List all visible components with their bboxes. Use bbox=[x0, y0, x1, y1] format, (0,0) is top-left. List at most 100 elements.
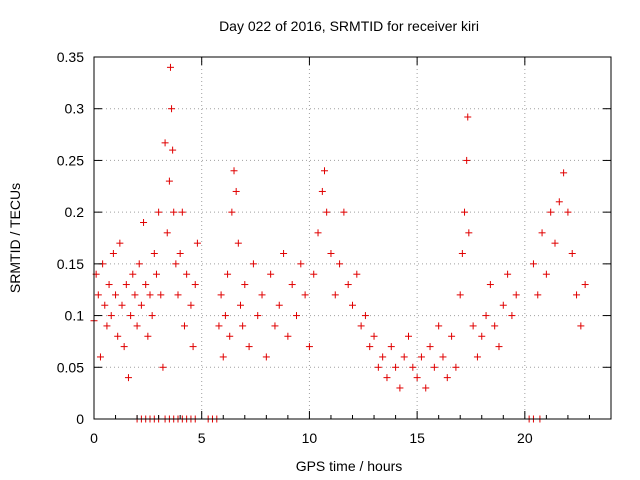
data-point bbox=[547, 208, 555, 216]
data-point bbox=[94, 291, 102, 299]
data-point bbox=[236, 301, 244, 309]
data-point bbox=[166, 63, 174, 71]
data-point bbox=[129, 270, 137, 278]
data-point bbox=[400, 353, 408, 361]
data-point bbox=[534, 291, 542, 299]
data-point bbox=[320, 167, 328, 175]
data-point bbox=[114, 332, 122, 340]
data-point bbox=[124, 374, 132, 382]
data-point bbox=[189, 343, 197, 351]
data-point bbox=[219, 353, 227, 361]
data-point bbox=[458, 250, 466, 258]
data-point bbox=[318, 187, 326, 195]
y-tick-label: 0.15 bbox=[57, 256, 84, 272]
data-point bbox=[140, 218, 148, 226]
data-point bbox=[366, 343, 374, 351]
data-point bbox=[473, 353, 481, 361]
data-point bbox=[353, 270, 361, 278]
data-point bbox=[230, 167, 238, 175]
data-point bbox=[409, 363, 417, 371]
data-point bbox=[267, 270, 275, 278]
data-point bbox=[555, 198, 563, 206]
data-point bbox=[340, 208, 348, 216]
x-tick-label: 10 bbox=[302, 430, 318, 446]
data-point bbox=[215, 322, 223, 330]
data-point bbox=[529, 260, 537, 268]
data-point bbox=[118, 301, 126, 309]
data-point bbox=[504, 270, 512, 278]
data-point bbox=[262, 353, 270, 361]
data-point bbox=[443, 374, 451, 382]
data-point bbox=[331, 291, 339, 299]
x-tick-label: 20 bbox=[517, 430, 533, 446]
data-point bbox=[137, 301, 145, 309]
data-point bbox=[165, 177, 173, 185]
y-tick-label: 0.35 bbox=[57, 49, 84, 65]
y-tick-label: 0.1 bbox=[65, 308, 85, 324]
data-point bbox=[120, 343, 128, 351]
x-tick-label: 5 bbox=[198, 430, 206, 446]
data-point bbox=[228, 208, 236, 216]
data-point bbox=[452, 363, 460, 371]
data-point bbox=[284, 332, 292, 340]
data-point bbox=[116, 239, 124, 247]
x-tick-label: 0 bbox=[90, 430, 98, 446]
y-tick-label: 0.2 bbox=[65, 204, 85, 220]
data-point bbox=[254, 312, 262, 320]
y-axis-label: SRMTID / TECUs bbox=[7, 183, 23, 293]
data-point bbox=[170, 208, 178, 216]
y-tick-label: 0.3 bbox=[65, 101, 85, 117]
x-axis-label: GPS time / hours bbox=[296, 458, 403, 474]
data-point bbox=[417, 353, 425, 361]
data-point bbox=[280, 250, 288, 258]
data-point bbox=[435, 322, 443, 330]
data-point bbox=[495, 343, 503, 351]
grid-lines bbox=[94, 57, 611, 419]
data-point bbox=[163, 229, 171, 237]
data-point bbox=[161, 139, 169, 147]
data-point bbox=[155, 208, 163, 216]
data-point bbox=[469, 322, 477, 330]
data-point bbox=[239, 322, 247, 330]
data-point bbox=[499, 301, 507, 309]
data-point bbox=[232, 187, 240, 195]
data-point bbox=[542, 270, 550, 278]
data-point bbox=[392, 363, 400, 371]
data-point bbox=[191, 281, 199, 289]
data-point bbox=[217, 291, 225, 299]
data-point bbox=[105, 281, 113, 289]
data-point bbox=[159, 363, 167, 371]
data-point bbox=[491, 322, 499, 330]
data-point bbox=[370, 332, 378, 340]
data-point bbox=[178, 208, 186, 216]
data-point bbox=[157, 291, 165, 299]
data-point bbox=[148, 312, 156, 320]
data-point bbox=[581, 281, 589, 289]
data-point bbox=[234, 239, 242, 247]
data-point bbox=[564, 208, 572, 216]
chart-title: Day 022 of 2016, SRMTID for receiver kir… bbox=[219, 18, 479, 34]
data-point bbox=[538, 229, 546, 237]
data-point bbox=[327, 250, 335, 258]
data-point bbox=[439, 353, 447, 361]
data-point bbox=[344, 281, 352, 289]
data-point bbox=[249, 260, 257, 268]
data-point bbox=[103, 322, 111, 330]
data-point bbox=[193, 239, 201, 247]
data-point bbox=[168, 105, 176, 113]
data-point bbox=[101, 301, 109, 309]
y-tick-label: 0 bbox=[76, 411, 84, 427]
data-point bbox=[183, 270, 191, 278]
data-point bbox=[577, 322, 585, 330]
data-point bbox=[122, 281, 130, 289]
data-point bbox=[109, 250, 117, 258]
data-point bbox=[180, 322, 188, 330]
data-point bbox=[241, 281, 249, 289]
data-point bbox=[463, 156, 471, 164]
data-point bbox=[426, 343, 434, 351]
data-point bbox=[512, 291, 520, 299]
data-point bbox=[396, 384, 404, 392]
data-point bbox=[112, 291, 120, 299]
data-point bbox=[464, 113, 472, 121]
